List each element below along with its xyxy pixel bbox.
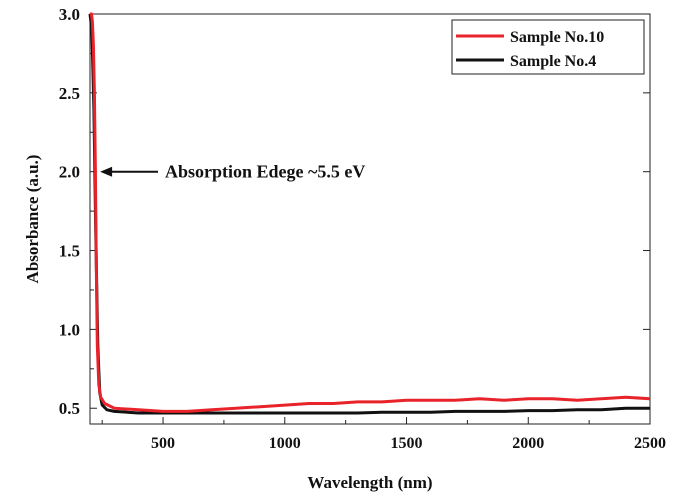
x-tick-label: 500	[151, 435, 175, 452]
y-tick-label: 1.0	[59, 320, 80, 339]
y-axis-label: Absorbance (a.u.)	[23, 155, 42, 284]
x-axis-ticks: 500 1000 1500 2000 2500	[101, 417, 666, 452]
legend-label: Sample No.10	[510, 29, 604, 46]
y-tick-label: 2.5	[59, 84, 80, 103]
y-tick-label: 3.0	[59, 5, 80, 24]
x-axis-label: Wavelength (nm)	[307, 473, 432, 492]
series-line	[90, 12, 651, 413]
x-tick-label: 2000	[512, 435, 544, 452]
y-tick-label: 1.5	[59, 242, 80, 261]
legend-label: Sample No.4	[510, 53, 596, 70]
x-tick-label: 1500	[391, 435, 423, 452]
x-tick-label: 1000	[269, 435, 301, 452]
annotation-text: Absorption Edege ~5.5 eV	[165, 162, 365, 182]
y-tick-label: 0.5	[59, 399, 80, 418]
legend-box	[451, 19, 645, 75]
legend: Sample No.10 Sample No.4	[451, 19, 645, 75]
plot-frame	[89, 13, 651, 425]
x-tick-label: 2500	[634, 435, 666, 452]
y-tick-label: 2.0	[59, 163, 80, 182]
series-layer	[88, 12, 651, 415]
annotation-arrow-head	[100, 166, 113, 177]
